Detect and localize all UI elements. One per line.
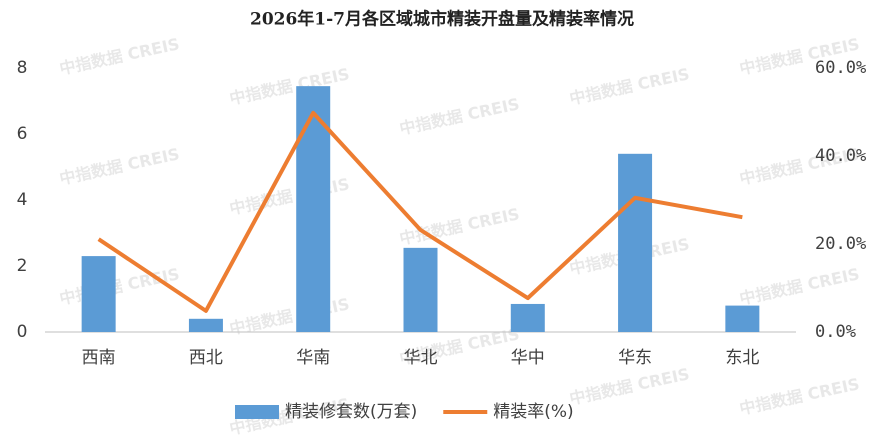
- x-tick-label: 西北: [189, 348, 223, 368]
- watermark: 中指数据 CREIS: [58, 264, 181, 308]
- y2-tick-label: 40.0%: [815, 146, 866, 166]
- bar: [81, 256, 116, 332]
- y-tick-label: 6: [17, 124, 28, 144]
- bar: [510, 303, 545, 332]
- watermark: 中指数据 CREIS: [738, 264, 861, 308]
- x-tick-label: 华中: [511, 348, 545, 368]
- x-tick-label: 华东: [618, 348, 652, 368]
- y-tick-label: 0: [17, 322, 28, 342]
- watermark: 中指数据 CREIS: [228, 174, 351, 218]
- y2-tick-label: 60.0%: [815, 58, 866, 78]
- line: [97, 110, 743, 313]
- y-tick-label: 2: [17, 256, 28, 276]
- watermark: 中指数据 CREIS: [568, 64, 691, 108]
- watermark: 中指数据 CREIS: [58, 34, 181, 78]
- bar: [618, 153, 653, 332]
- watermark: 中指数据 CREIS: [228, 64, 351, 108]
- y-tick-label: 4: [17, 190, 28, 210]
- watermark: 中指数据 CREIS: [568, 364, 691, 408]
- bar: [403, 247, 438, 332]
- y2-tick-label: 20.0%: [815, 234, 866, 254]
- watermark: 中指数据 CREIS: [738, 374, 861, 418]
- x-tick-label: 华北: [404, 348, 438, 368]
- chart-title: 2026年1-7月各区域城市精装开盘量及精装率情况: [250, 9, 634, 30]
- legend-label: 精装修套数(万套): [285, 402, 417, 422]
- bar: [188, 318, 223, 332]
- x-tick-label: 华南: [296, 348, 330, 368]
- x-tick-label: 东北: [725, 348, 759, 368]
- bar: [725, 305, 760, 332]
- watermark: 中指数据 CREIS: [58, 144, 181, 188]
- watermark: 中指数据 CREIS: [398, 94, 521, 138]
- y2-tick-label: 0.0%: [815, 322, 856, 342]
- legend-label: 精装率(%): [493, 402, 573, 422]
- x-tick-label: 西南: [82, 348, 116, 368]
- y-tick-label: 8: [17, 58, 28, 78]
- legend-swatch: [235, 405, 279, 419]
